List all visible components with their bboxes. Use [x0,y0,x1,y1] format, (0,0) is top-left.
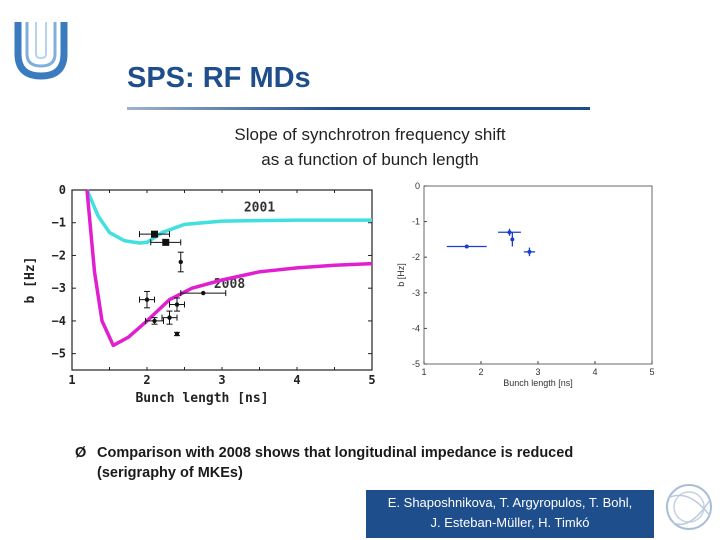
x-tick-label: 5 [368,373,375,387]
x-tick-label: 1 [421,367,426,377]
bullet-arrow-icon: Ø [75,445,87,461]
x-tick-label: 3 [218,373,225,387]
y-tick-label: 0 [415,181,420,191]
bullet-text-line-2: (serigraphy of MKEs) [97,465,243,481]
y-tick-label: −5 [52,347,66,361]
y-axis-label: b [Hz] [23,257,38,304]
curve-2001 [85,189,372,245]
bullet-text-line-1: Comparison with 2008 shows that longitud… [97,445,574,461]
curve-2008 [85,189,373,348]
y-tick-label: −1 [52,216,66,230]
y-tick-label: -3 [412,288,420,298]
data-point [507,230,512,235]
x-tick-label: 3 [535,367,540,377]
x-tick-label: 5 [649,367,654,377]
y-tick-label: 0 [59,183,66,197]
cern-logo-icon [666,484,712,530]
y-tick-label: -2 [412,252,420,262]
plot-frame [423,185,653,365]
y-axis-label: b [Hz] [396,263,406,287]
y-tick-label: -4 [412,323,420,333]
y-tick-label: −2 [52,248,66,262]
data-point-2008 [201,290,206,296]
subtitle-line-2: as a function of bunch length [261,150,479,169]
data-point-2001 [162,238,170,246]
data-point [527,249,532,254]
y-tick-label: −4 [52,314,66,328]
data-point-2008 [152,318,157,324]
x-tick-label: 2 [143,373,150,387]
authors-line-2: J. Esteban-Müller, H. Timkó [430,515,590,530]
chart-left-2001-2008: 1 2 3 4 5 0 −1 −2 −3 −4 −5 Bunch length [ns] b [Hz] 2… [23,183,376,406]
data-point [464,244,469,249]
data-point-2008 [144,297,150,302]
title-underline [127,107,590,110]
x-tick-label: 2 [478,367,483,377]
annotation-2001: 2001 [244,200,275,215]
data-point-2008 [178,259,183,265]
x-tick-label: 4 [592,367,597,377]
x-tick-label: 4 [293,373,300,387]
x-tick-label: 1 [68,373,75,387]
data-point [510,237,515,242]
chart-right-current: 1 2 3 4 5 0 -1 -2 -3 -4 -5 Bunch length [ns] b [Hz] [396,181,655,388]
plot-subtitle: Slope of synchrotron frequency shift as … [180,122,560,172]
subtitle-line-1: Slope of synchrotron frequency shift [234,125,506,144]
authors-line-1: E. Shaposhnikova, T. Argyropulos, T. Boh… [387,495,633,510]
y-tick-label: −3 [52,281,66,295]
data-point-2008 [167,315,172,320]
authors-box: E. Shaposhnikova, T. Argyropulos, T. Boh… [366,490,654,538]
x-axis-label: Bunch length [ns] [135,391,268,406]
y-tick-label: -1 [412,217,420,227]
u-logo [14,22,68,80]
data-point-2008 [174,302,180,307]
y-tick-label: -5 [412,359,420,369]
slide-title: SPS: RF MDs [127,62,311,94]
data-point-2001 [151,230,158,238]
x-axis-label: Bunch length [ns] [503,378,573,388]
data-point-2008 [174,331,180,337]
